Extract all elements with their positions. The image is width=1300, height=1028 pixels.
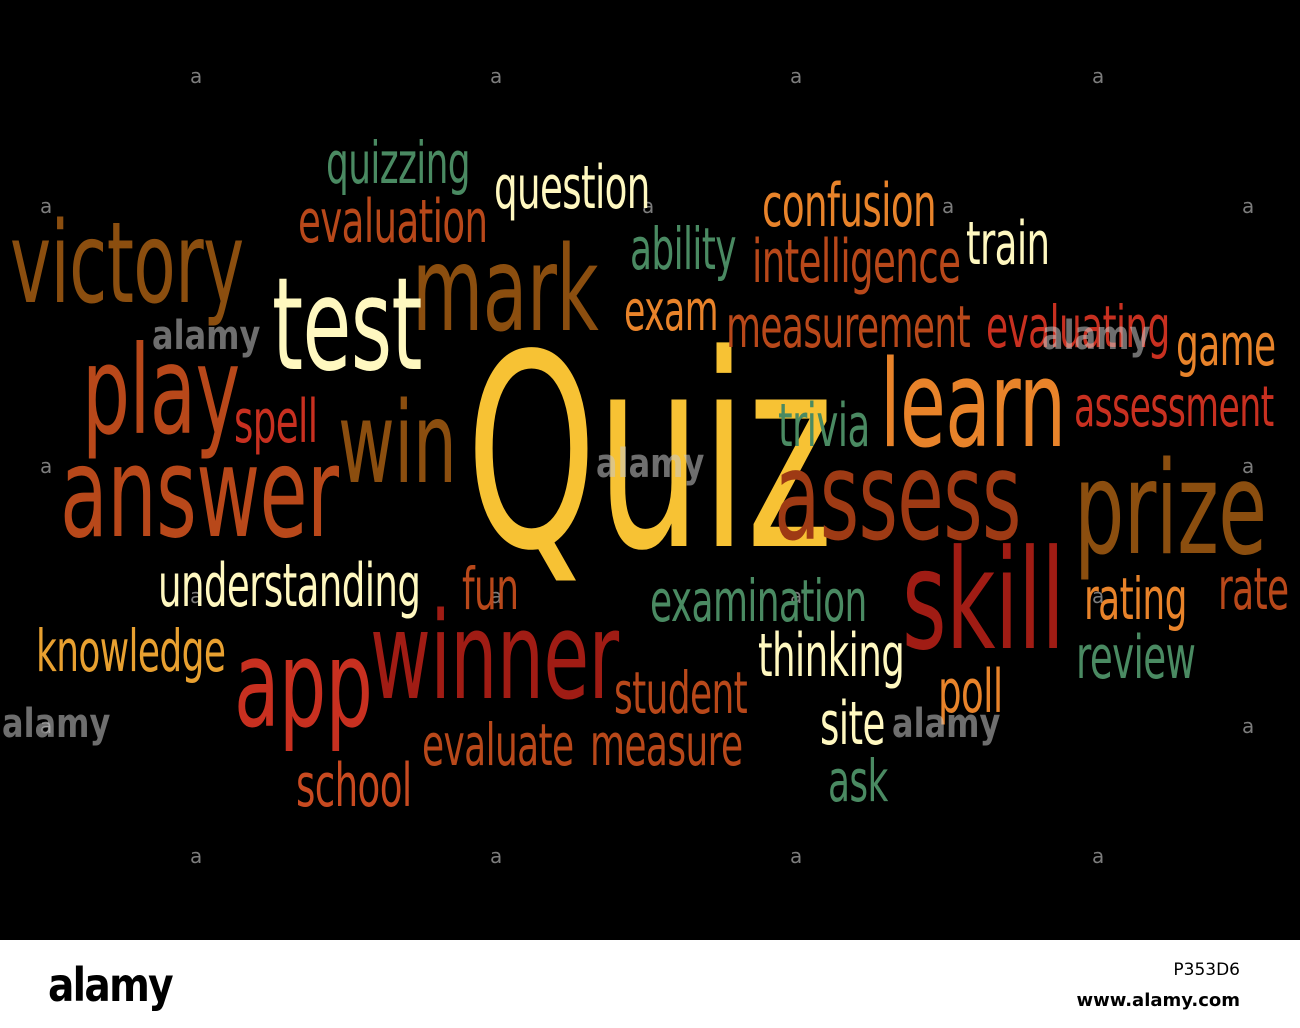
watermark-mark: a — [1092, 584, 1105, 608]
watermark-mark: a — [1242, 714, 1255, 738]
site-url: www.alamy.com — [1076, 990, 1240, 1011]
word: win — [338, 379, 457, 509]
watermark-mark: a — [490, 844, 503, 868]
word: winner — [370, 588, 619, 727]
word: intelligence — [752, 227, 961, 297]
watermark-mark: a — [490, 64, 503, 88]
watermark-mark: a — [790, 64, 803, 88]
watermark-mark: a — [1092, 844, 1105, 868]
word: student — [614, 659, 748, 727]
word: fun — [462, 555, 519, 623]
word: game — [1176, 311, 1276, 379]
watermark-brand: alamy — [1042, 313, 1151, 359]
word: review — [1076, 623, 1196, 693]
watermark-brand: alamy — [596, 441, 705, 487]
word: understanding — [158, 551, 421, 621]
watermark-mark: a — [642, 194, 655, 218]
word: knowledge — [36, 617, 226, 685]
watermark-mark: a — [1242, 194, 1255, 218]
word: rating — [1084, 565, 1187, 633]
word: rate — [1218, 555, 1289, 623]
watermark-mark: a — [490, 584, 503, 608]
word: assessment — [1074, 375, 1274, 440]
word: app — [234, 616, 373, 755]
word: Quiz — [466, 298, 834, 610]
word: thinking — [758, 621, 905, 691]
word: mark — [412, 220, 599, 358]
word: quizzing — [326, 129, 471, 197]
word: exam — [624, 279, 719, 344]
watermark-mark: a — [190, 844, 203, 868]
word: measure — [590, 711, 743, 779]
watermark-mark: a — [1092, 64, 1105, 88]
word: prize — [1074, 435, 1267, 584]
watermark-mark: a — [190, 64, 203, 88]
word: spell — [234, 387, 318, 457]
word: site — [820, 689, 885, 759]
word: evaluation — [298, 187, 488, 257]
word: ask — [828, 747, 888, 815]
word: victory — [10, 199, 244, 329]
image-id: P353D6 — [1173, 960, 1240, 980]
watermark-mark: a — [942, 194, 955, 218]
watermark-brand: alamy — [152, 313, 261, 359]
word: skill — [902, 520, 1065, 681]
word: evaluate — [422, 711, 574, 779]
watermark-mark: a — [40, 194, 53, 218]
word: question — [494, 153, 650, 223]
word: train — [966, 209, 1050, 279]
word: measurement — [726, 293, 971, 361]
word: play — [82, 320, 240, 462]
word: examination — [650, 567, 867, 635]
word: assess — [774, 426, 1021, 568]
word: test — [272, 251, 423, 400]
word: trivia — [778, 391, 870, 461]
watermark-mark: a — [40, 714, 53, 738]
watermark-mark: a — [40, 454, 53, 478]
watermark-brand: alamy — [2, 701, 111, 747]
word: learn — [880, 336, 1066, 475]
word: school — [296, 751, 412, 821]
watermark-mark: a — [190, 584, 203, 608]
word: evaluating — [986, 293, 1170, 361]
watermark-mark: a — [790, 844, 803, 868]
watermark-brand: alamy — [892, 701, 1001, 747]
footer-bar: alamy P353D6 www.alamy.com — [0, 940, 1300, 1028]
word: poll — [938, 657, 1003, 727]
word: ability — [630, 215, 737, 283]
alamy-logo: alamy — [48, 958, 174, 1012]
word: answer — [60, 419, 339, 566]
watermark-mark: a — [1242, 454, 1255, 478]
watermark-mark: a — [790, 584, 803, 608]
word: confusion — [762, 171, 937, 241]
